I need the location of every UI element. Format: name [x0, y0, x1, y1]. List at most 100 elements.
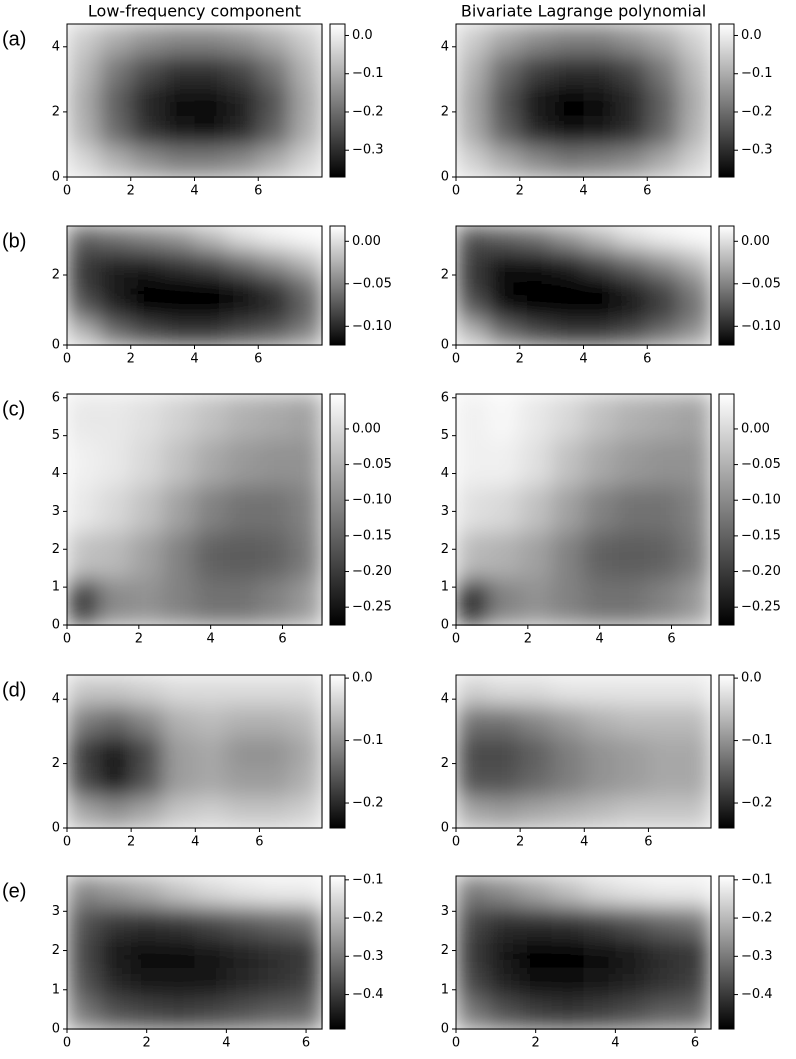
heatmap-cell: [487, 906, 521, 938]
heatmap-cell: [290, 24, 323, 56]
heatmap-cell: [487, 797, 521, 829]
heatmap-cell: [194, 24, 227, 56]
heatmap-cell: [162, 766, 196, 798]
heatmap-cell: [67, 54, 100, 86]
colorbar-tick-label: −0.3: [352, 143, 384, 158]
heatmap-cell: [487, 532, 521, 580]
heatmap-cell: [487, 24, 521, 56]
column-title: Low-frequency component: [88, 2, 301, 21]
heatmap-cell: [130, 937, 164, 969]
heatmap-cell: [98, 54, 132, 86]
y-tick-label: 0: [441, 338, 449, 353]
colorbar-tick-label: −0.2: [352, 796, 384, 811]
heatmap-cell: [258, 24, 291, 56]
heatmap-cell: [551, 273, 585, 298]
heatmap-cell: [583, 85, 616, 117]
x-tick-label: 6: [667, 632, 675, 647]
heatmap-cell: [98, 115, 132, 147]
heatmap-cell: [519, 249, 553, 275]
x-tick-label: 0: [452, 1036, 460, 1051]
colorbar-tick-label: −0.4: [741, 987, 773, 1002]
y-tick-label: 3: [52, 504, 60, 519]
heatmap-cell: [583, 54, 616, 86]
heatmap: [456, 675, 712, 829]
heatmap-cell: [647, 54, 680, 86]
heatmap-cell: [519, 578, 553, 626]
heatmap-cell: [290, 297, 323, 322]
heatmap-cell: [67, 766, 100, 798]
heatmap-cell: [647, 146, 680, 178]
heatmap-cell: [583, 273, 616, 298]
heatmap-cell: [456, 906, 489, 938]
x-tick-label: 4: [207, 632, 215, 647]
heatmap-cell: [487, 998, 521, 1030]
heatmap-cell: [226, 321, 259, 346]
heatmap-cell: [519, 675, 553, 707]
colorbar-tick-label: −0.05: [352, 276, 392, 291]
heatmap-cell: [194, 273, 227, 298]
heatmap-cell: [487, 226, 521, 251]
heatmap-cell: [162, 273, 196, 298]
heatmap-cell: [130, 578, 164, 626]
heatmap-cell: [519, 321, 553, 346]
colorbar-tick-label: −0.10: [741, 319, 781, 334]
y-tick-label: 4: [441, 39, 449, 54]
heatmap-cell: [487, 736, 521, 768]
x-tick-label: 4: [190, 352, 198, 367]
heatmap: [67, 24, 323, 178]
heatmap-cell: [258, 85, 291, 117]
heatmap-cell: [551, 394, 585, 441]
colorbar-tick-label: 0.00: [741, 421, 770, 436]
heatmap-cell: [583, 937, 616, 969]
heatmap-cell: [679, 85, 712, 117]
heatmap-cell: [194, 297, 227, 322]
heatmap-cell: [130, 440, 164, 487]
colorbar-tick-label: −0.3: [741, 949, 773, 964]
heatmap-cell: [487, 54, 521, 86]
heatmap-cell: [290, 85, 323, 117]
heatmap-cell: [258, 273, 291, 298]
y-tick-label: 2: [52, 542, 60, 557]
x-tick-label: 6: [644, 835, 652, 850]
x-tick-label: 2: [135, 632, 143, 647]
heatmap-cell: [130, 998, 164, 1030]
y-tick-label: 0: [52, 338, 60, 353]
heatmap-cell: [226, 797, 259, 829]
x-tick-label: 2: [524, 632, 532, 647]
heatmap-cell: [487, 705, 521, 737]
heatmap-cell: [679, 937, 712, 969]
heatmap-cell: [487, 486, 521, 534]
heatmap-cell: [67, 876, 100, 908]
colorbar-tick-label: −0.2: [741, 911, 773, 926]
heatmap-cell: [519, 440, 553, 487]
x-tick-label: 2: [516, 835, 524, 850]
heatmap-cell: [519, 766, 553, 798]
heatmap-cell: [615, 85, 648, 117]
heatmap-cell: [583, 705, 616, 737]
heatmap-cell: [551, 797, 585, 829]
colorbar-tick-label: −0.20: [352, 564, 392, 579]
y-tick-label: 4: [441, 466, 449, 481]
heatmap-cell: [647, 440, 680, 487]
heatmap-cell: [551, 24, 585, 56]
heatmap-cell: [98, 705, 132, 737]
heatmap-cell: [551, 440, 585, 487]
heatmap-cell: [456, 273, 489, 298]
heatmap-cell: [615, 297, 648, 322]
heatmap-cell: [162, 394, 196, 441]
heatmap-cell: [130, 85, 164, 117]
y-tick-label: 2: [441, 943, 449, 958]
panel: Bivariate Lagrange polynomial 0 2 4 6 0 2 4 0.0 −…: [441, 2, 773, 199]
heatmap-cell: [456, 998, 489, 1030]
x-tick-label: 6: [255, 835, 263, 850]
heatmap-cell: [647, 937, 680, 969]
heatmap-cell: [67, 906, 100, 938]
heatmap-cell: [679, 486, 712, 534]
colorbar: [718, 23, 735, 178]
heatmap-cell: [258, 394, 291, 441]
heatmap-cell: [583, 249, 616, 275]
x-tick-label: 6: [302, 1036, 310, 1051]
colorbar-tick-label: −0.10: [741, 493, 781, 508]
heatmap-cell: [130, 54, 164, 86]
heatmap-cell: [194, 967, 227, 999]
